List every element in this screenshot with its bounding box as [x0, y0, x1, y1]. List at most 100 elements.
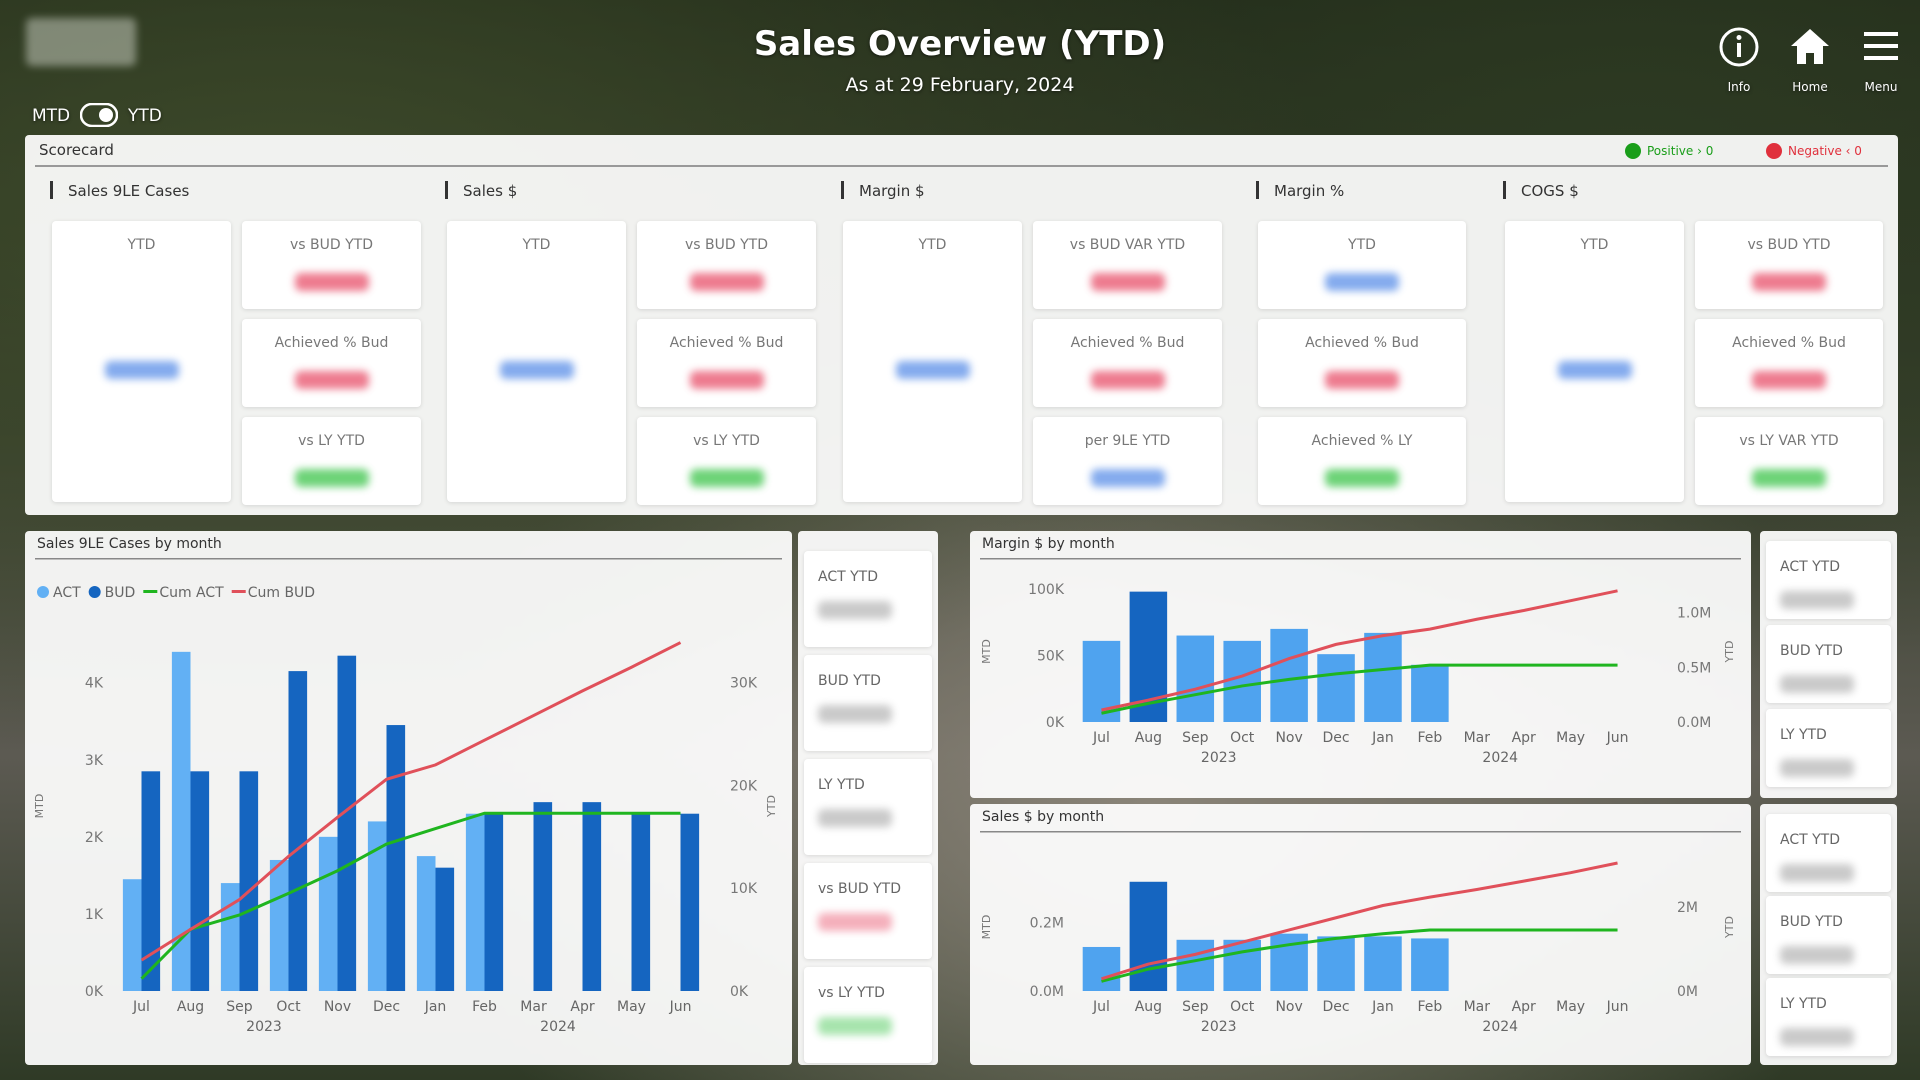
blurred-value	[1752, 469, 1826, 487]
bar	[318, 836, 338, 991]
x-tick-label: Jun	[1606, 730, 1629, 746]
bar	[1082, 946, 1121, 991]
x-tick-label: May	[1556, 999, 1585, 1015]
blurred-value	[1780, 946, 1854, 964]
y-tick-label: 0K	[1046, 715, 1065, 731]
nav-label[interactable]: Home	[1792, 80, 1828, 94]
bar	[631, 813, 651, 991]
tile-label: Achieved % Bud	[274, 335, 389, 351]
kpi-tile: YTD	[843, 221, 1022, 502]
kpi-tile: BUD YTD	[804, 655, 932, 751]
kpi-label: ACT YTD	[818, 569, 878, 585]
legend-label: ACT	[53, 585, 81, 601]
x-tick-label: Mar	[1464, 999, 1491, 1015]
x-tick-label: Nov	[324, 999, 351, 1015]
kpi-label: LY YTD	[818, 777, 865, 793]
legend-label: Positive › 0	[1647, 144, 1714, 158]
kpi-tile: vs BUD YTD	[242, 221, 421, 309]
kpi-tile: LY YTD	[1766, 709, 1891, 787]
nav-label[interactable]: Info	[1727, 80, 1751, 94]
x-tick-label: Mar	[520, 999, 547, 1015]
x-tick-label: May	[617, 999, 646, 1015]
y2-tick-label: 10K	[730, 881, 758, 897]
x-tick-label: Apr	[1512, 730, 1536, 746]
x-tick-label: Jul	[1092, 730, 1110, 746]
y2-axis-label: YTD	[1723, 916, 1736, 939]
x-tick-label: Jul	[1092, 999, 1110, 1015]
y-tick-label: 2K	[85, 830, 104, 846]
kpi-label: BUD YTD	[1780, 914, 1843, 930]
blurred-value	[294, 273, 369, 291]
y2-tick-label: 0.0M	[1677, 715, 1711, 731]
blurred-value	[1780, 759, 1854, 777]
home-icon[interactable]	[1789, 26, 1831, 68]
kpi-label: LY YTD	[1780, 996, 1827, 1012]
kpi-tile: vs BUD YTD	[804, 863, 932, 959]
y-tick-label: 0.2M	[1030, 916, 1064, 932]
group-marker	[841, 181, 844, 199]
blurred-value	[104, 361, 179, 379]
bar	[239, 771, 259, 991]
divider	[35, 558, 782, 560]
chart-panel: Sales $ by month 0.0M 0.2M 0M 2M MTD YTD Jul Aug…	[970, 804, 1751, 1065]
bar	[1223, 640, 1261, 722]
legend-swatch	[231, 590, 246, 593]
toggle-switch[interactable]	[80, 103, 118, 127]
tile-label: vs LY VAR YTD	[1739, 433, 1839, 449]
x-tick-label: Jul	[132, 999, 150, 1015]
kpi-tile: YTD	[52, 221, 231, 502]
bar	[680, 813, 700, 991]
x-tick-label: Aug	[177, 999, 204, 1015]
tile-label: Achieved % Bud	[1305, 335, 1419, 351]
chart: Sales 9LE Cases by month 0K 1K 2K 3K 4K 0K 10K 2…	[33, 536, 782, 1035]
blurred-value	[689, 273, 764, 291]
x-tick-label: Mar	[1464, 730, 1491, 746]
info-icon[interactable]	[1718, 26, 1760, 68]
x-tick-label: Nov	[1275, 730, 1302, 746]
page-subtitle: As at 29 February, 2024	[845, 74, 1075, 96]
kpi-label: BUD YTD	[818, 673, 881, 689]
kpi-tile: YTD	[1505, 221, 1684, 502]
y-tick-label: 0K	[85, 984, 104, 1000]
x-tick-label: Sep	[226, 999, 253, 1015]
y-axis-label: MTD	[33, 794, 46, 819]
menu-icon[interactable]	[1862, 28, 1900, 66]
x-group-label: 2024	[540, 1019, 576, 1035]
x-group-label: 2024	[1482, 750, 1518, 766]
logo	[26, 18, 136, 66]
y2-axis-label: YTD	[1723, 641, 1736, 664]
group-title: COGS $	[1521, 182, 1579, 200]
x-tick-label: Aug	[1135, 999, 1162, 1015]
line	[1101, 589, 1618, 712]
line	[140, 641, 682, 962]
kpi-tile: Achieved % Bud	[1695, 319, 1883, 407]
tile-label: vs BUD YTD	[1747, 237, 1831, 253]
kpi-tile: vs BUD VAR YTD	[1033, 221, 1222, 309]
nav-label[interactable]: Menu	[1864, 80, 1898, 94]
kpi-tile: YTD	[1258, 221, 1466, 309]
line	[1101, 861, 1618, 981]
tile-label: YTD	[522, 237, 551, 253]
legend-swatch	[37, 586, 49, 598]
kpi-label: vs BUD YTD	[818, 881, 901, 897]
bar	[1129, 881, 1168, 991]
x-tick-label: Sep	[1182, 999, 1209, 1015]
divider	[980, 558, 1741, 560]
blurred-value	[689, 371, 764, 389]
y2-tick-label: 20K	[730, 778, 758, 794]
bar	[582, 802, 602, 991]
kpi-tile: ACT YTD	[1766, 541, 1891, 619]
x-tick-label: Dec	[1322, 999, 1349, 1015]
line	[1101, 663, 1618, 715]
tile-label: vs BUD YTD	[685, 237, 768, 253]
bar	[367, 821, 387, 991]
blurred-value	[689, 469, 764, 487]
kpi-tile: vs BUD YTD	[1695, 221, 1883, 309]
tile-label: Achieved % Bud	[1732, 335, 1846, 351]
kpi-tile: Achieved % Bud	[242, 319, 421, 407]
kpi-tile: vs LY VAR YTD	[1695, 417, 1883, 505]
group-marker	[445, 181, 448, 199]
blurred-value	[294, 469, 369, 487]
y2-tick-label: 2M	[1677, 900, 1698, 916]
